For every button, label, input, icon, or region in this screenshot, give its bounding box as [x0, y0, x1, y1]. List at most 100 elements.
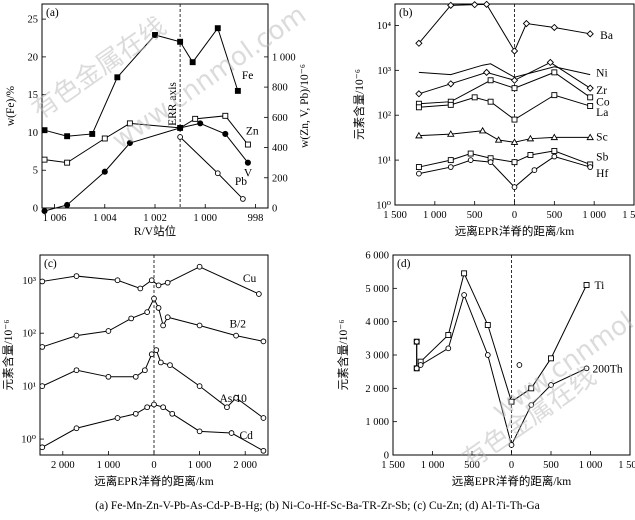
series-b-2-point [151, 295, 157, 302]
x-tick-label: 1 000 [421, 460, 445, 471]
series-la-point [415, 104, 422, 111]
x-tick-label: 1 002 [143, 213, 167, 224]
y2-tick-label: 600 [272, 113, 288, 124]
series-sc-point [510, 138, 519, 145]
y-axis-label: 元素含量/10⁻⁶ [336, 320, 350, 391]
series-ba-point [586, 30, 594, 38]
series-v-point [101, 168, 108, 175]
x-tick-label: 0 [509, 460, 514, 471]
x-tick-label: 2 000 [233, 460, 257, 471]
series-sb-point [511, 159, 518, 166]
panel-d-label: (d) [397, 258, 411, 270]
series-zr-point [415, 90, 423, 98]
series-hf-point [467, 157, 474, 163]
panel-c-label: (c) [44, 258, 57, 270]
series-sc-point [415, 131, 423, 139]
series-cd-point [73, 425, 80, 432]
series-200th-point [583, 365, 590, 372]
series-zr-point [586, 84, 594, 92]
series-as-10-point [73, 367, 80, 374]
series-as-10-point [153, 347, 160, 353]
series-zn-point [126, 120, 133, 127]
series-sc-label: Sc [596, 131, 608, 143]
series-hf-point [551, 153, 558, 160]
series-co-point [551, 69, 558, 76]
series-cd-point [39, 444, 46, 451]
series-hf-point [416, 170, 422, 177]
x-tick-label: 1 006 [43, 213, 67, 224]
series-zn-point [192, 115, 199, 122]
series-v-point [197, 120, 204, 127]
x-tick-label: 1 004 [93, 213, 117, 224]
series-200th-point [417, 362, 424, 368]
x-tick-label: 0 [512, 210, 517, 221]
series-200th-point [461, 292, 467, 298]
series-v-point [64, 201, 71, 209]
x-tick-label: 1 000 [188, 460, 212, 471]
series-as-10-point [196, 383, 203, 389]
series-co-line [418, 71, 591, 105]
series-v-line [44, 122, 249, 212]
series-as-10-line [42, 349, 264, 419]
panel-a-label: (a) [46, 7, 59, 19]
series-ba-point [510, 47, 519, 55]
series-b-2-point [39, 344, 46, 350]
series-hf-line [418, 156, 591, 188]
series-fe-label: Fe [242, 70, 254, 82]
series-cd-point [114, 415, 121, 421]
series-cu-point [256, 291, 262, 297]
series-ba-point [415, 39, 423, 47]
series-hf-point [511, 184, 518, 190]
series-cu-point [148, 277, 155, 284]
series-sb-label: Sb [596, 151, 608, 163]
series-hf-point [531, 167, 538, 173]
series-200th-point [413, 338, 420, 345]
x-tick-label: 1 500 [383, 210, 407, 221]
series-v-point [126, 139, 133, 147]
series-sb-line [418, 150, 591, 168]
y-axis-label: 元素含量/10⁻⁶ [1, 320, 15, 391]
series-200th-point [413, 365, 420, 372]
series-co-point [487, 77, 494, 84]
series-b-2-point [233, 332, 239, 339]
series-sc-point [446, 130, 455, 137]
y-tick-label: 10¹ [22, 382, 36, 393]
y-tick-label: 10¹ [377, 156, 391, 167]
series-sb-point [447, 157, 454, 164]
series-fe-point [177, 38, 184, 45]
series-la-point [471, 94, 478, 101]
series-pb-point [177, 134, 183, 140]
series-as-10-point [167, 362, 173, 368]
series-la-point [447, 101, 454, 108]
series-zr-point [447, 80, 455, 88]
series-cu-point [164, 279, 171, 286]
series-b-2-point [128, 315, 135, 322]
series-hf-point [487, 159, 494, 166]
x-tick-label: 1 500 [618, 460, 635, 471]
series-cd-point [132, 410, 139, 417]
y2-tick-label: 0 [272, 204, 277, 215]
x-tick-label: 500 [467, 210, 483, 221]
series-hf-point [447, 164, 454, 170]
series-zn-point [101, 135, 108, 142]
series-ba-point [471, 1, 479, 9]
panel-b-label: (b) [399, 7, 413, 19]
x-tick-label: 500 [546, 210, 562, 221]
series-fe-point [114, 74, 121, 81]
series-b-2-point [73, 332, 80, 339]
series-la-point [487, 98, 494, 105]
series-ba-point [550, 23, 558, 32]
x-axis-label: 远离EPR洋脊的距离/km [94, 474, 214, 488]
series-as-10-point [157, 359, 164, 366]
x-tick-label: 2 000 [51, 460, 75, 471]
series-fe-point [64, 133, 71, 140]
x-axis-label: R/V站位 [134, 224, 176, 238]
y-tick-label: 4 000 [365, 317, 389, 328]
series-ni-line [418, 63, 591, 78]
series-cu-point [114, 277, 121, 284]
y-tick-label: 10³ [377, 66, 391, 77]
series-cu-label: Cu [243, 273, 257, 285]
y-tick-label: 3 000 [365, 351, 389, 362]
series-cu-point [155, 282, 162, 289]
y-tick-label: 25 [28, 15, 39, 26]
